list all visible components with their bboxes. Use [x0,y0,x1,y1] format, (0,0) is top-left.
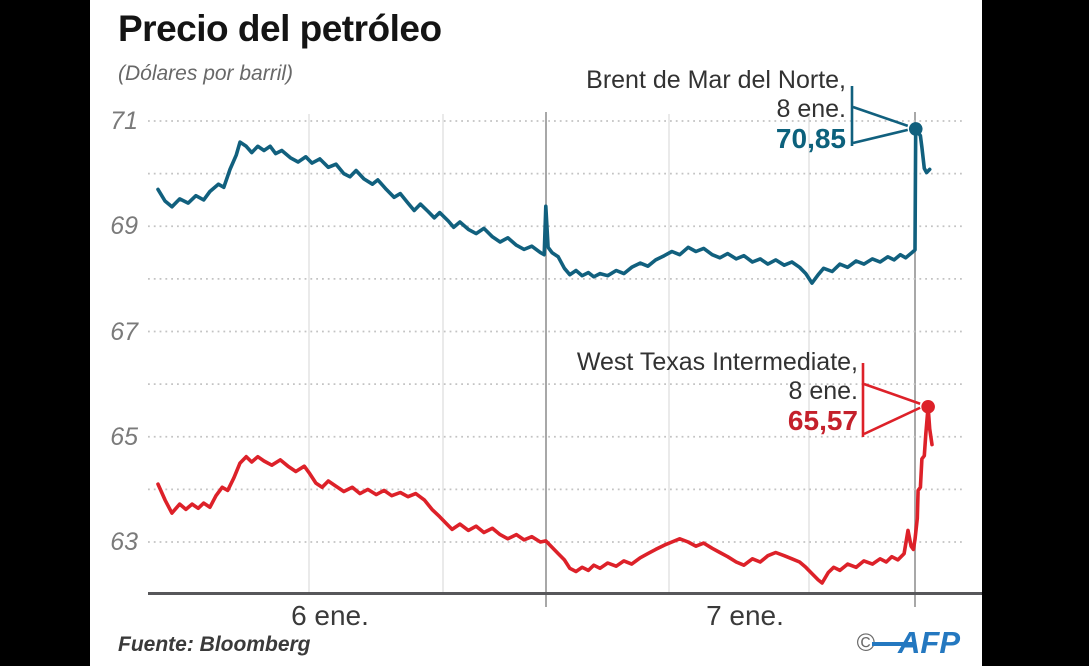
x-axis-label: 7 ene. [706,600,784,631]
annotation-brent-value: 70,85 [775,123,846,154]
annotation-wti-name: West Texas Intermediate, [576,348,858,376]
y-axis-label: 63 [110,528,138,556]
annotation-wti-value: 65,57 [787,405,858,436]
y-axis-label: 67 [110,317,138,346]
source-credit: Fuente: Bloomberg [118,633,311,656]
afp-logo-bar [872,642,914,646]
y-axis-label: 69 [110,212,138,241]
annotation-brent-name: Brent de Mar del Norte, [586,66,846,94]
x-axis-label: 6 ene. [291,600,369,631]
afp-logo: AFP [872,627,960,658]
page-title: Precio del petróleo [118,8,442,49]
chart-units-subtitle: (Dólares por barril) [118,62,294,85]
y-axis-label: 71 [110,107,138,135]
price-line-chart [148,86,982,607]
copyright-icon: © [856,629,875,657]
annotation-wti-date: 8 ene. [788,377,858,405]
agency-credit: © AFP [856,627,960,658]
annotation-wti: West Texas Intermediate, 8 ene. 65,57 [577,348,858,436]
annotation-brent: Brent de Mar del Norte, 8 ene. 70,85 [586,66,846,154]
y-axis-label: 65 [110,422,138,451]
chart-panel: Precio del petróleo (Dólares por barril)… [90,0,982,666]
annotation-brent-date: 8 ene. [776,95,846,123]
